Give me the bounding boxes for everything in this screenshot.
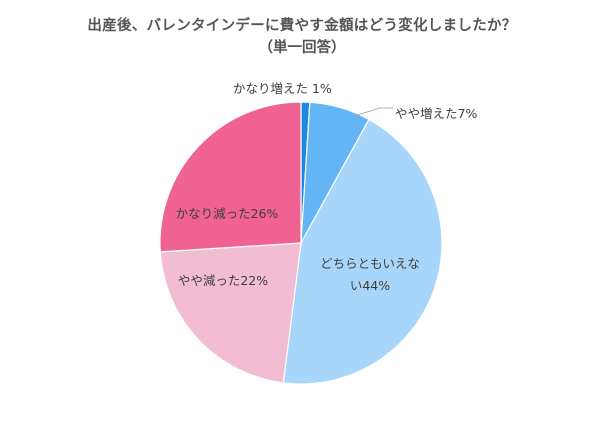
pie-slice-5 bbox=[159, 101, 302, 253]
pie-slice-4 bbox=[159, 242, 302, 384]
slice-label-2: やや増えた7% bbox=[395, 106, 477, 121]
chart-subtitle: （単一回答） bbox=[258, 40, 346, 56]
slice-label-4: やや減った22% bbox=[178, 273, 268, 288]
slice-label-5: かなり減った26% bbox=[176, 206, 279, 221]
chart-title: 出産後、バレンタインデーに費やす金額はどう変化しましたか？ bbox=[87, 18, 517, 34]
slice-label-3-line-2: い44% bbox=[350, 278, 390, 293]
slice-label-1: かなり増えた 1% bbox=[233, 81, 332, 96]
slice-leader-line-2 bbox=[353, 107, 393, 117]
slice-label-3-line-1: どちらともいえな bbox=[320, 256, 420, 271]
pie-slice-3 bbox=[282, 118, 443, 385]
